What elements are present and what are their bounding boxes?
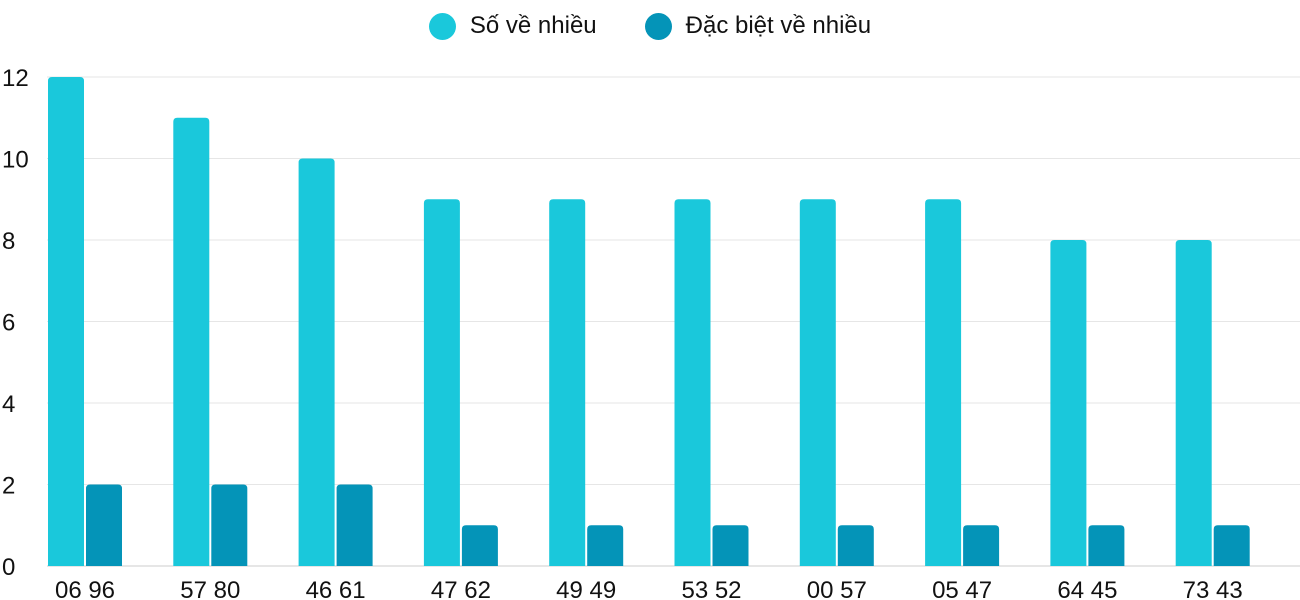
bar	[549, 199, 586, 566]
legend-label: Đặc biệt về nhiều	[685, 12, 872, 39]
bar	[1050, 240, 1087, 566]
x-tick-label: 00 57	[807, 577, 867, 600]
x-tick-label: 49 49	[556, 577, 616, 600]
bar	[461, 525, 498, 566]
y-tick-label: 6	[2, 310, 15, 337]
x-tick-label: 57 80	[180, 577, 240, 600]
x-tick-label: 06 96	[55, 577, 115, 600]
bar	[837, 525, 874, 566]
bar	[86, 484, 122, 566]
bar	[587, 525, 624, 566]
bar	[925, 199, 962, 566]
y-tick-label: 8	[2, 228, 15, 255]
bar	[336, 484, 373, 566]
bar	[963, 525, 1000, 566]
bar	[173, 117, 210, 566]
legend-item-so-ve-nhieu[interactable]: Số về nhiều	[428, 12, 597, 40]
x-tick-label: 64 45	[1057, 577, 1117, 600]
bar	[211, 484, 248, 566]
legend-label: Số về nhiều	[469, 12, 597, 39]
legend: Số về nhiều Đặc biệt về nhiều	[0, 12, 1300, 40]
legend-item-dac-biet-ve-nhieu[interactable]: Đặc biệt về nhiều	[644, 12, 872, 40]
x-tick-label: 46 61	[306, 577, 366, 600]
bar	[712, 525, 749, 566]
bar	[298, 158, 335, 566]
y-tick-label: 2	[2, 473, 15, 500]
x-tick-label: 47 62	[431, 577, 491, 600]
bar	[1175, 240, 1212, 566]
x-tick-label: 73 43	[1183, 577, 1243, 600]
bar	[799, 199, 836, 566]
bar	[1213, 525, 1250, 566]
y-tick-label: 12	[2, 65, 29, 92]
bar	[48, 77, 84, 566]
legend-swatch	[428, 12, 456, 40]
y-tick-label: 0	[2, 554, 15, 581]
y-tick-label: 4	[2, 391, 15, 418]
x-tick-label: 05 47	[932, 577, 992, 600]
x-tick-label: 53 52	[681, 577, 741, 600]
bar	[423, 199, 460, 566]
bar	[674, 199, 711, 566]
bar	[1088, 525, 1125, 566]
y-tick-label: 10	[2, 147, 29, 174]
legend-swatch	[644, 12, 672, 40]
